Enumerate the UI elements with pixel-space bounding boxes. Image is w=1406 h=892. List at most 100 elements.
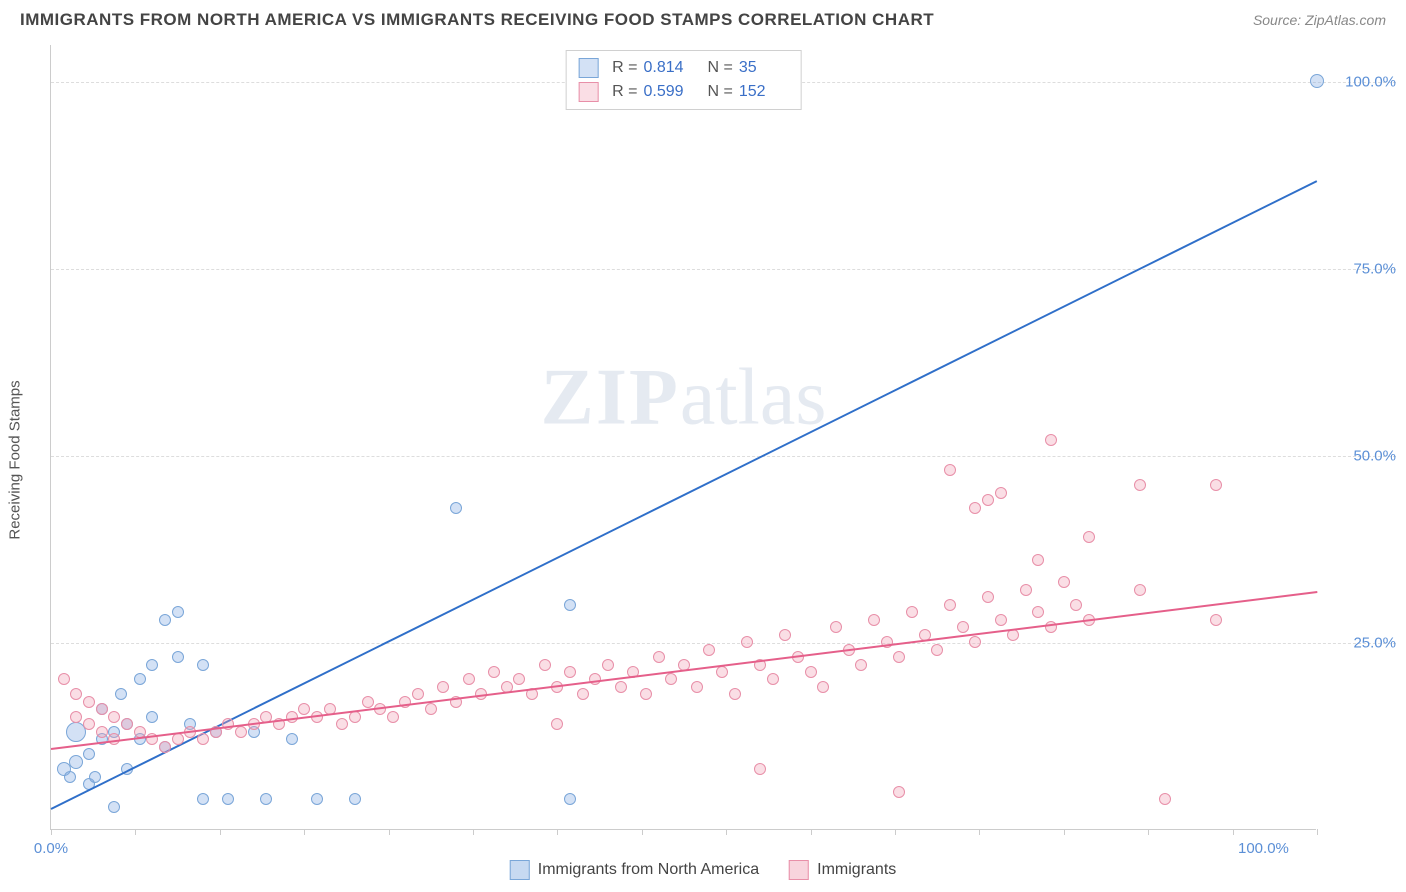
correlation-legend: R =0.814N =35R =0.599N =152 (565, 50, 802, 110)
data-point (437, 681, 449, 693)
data-point (260, 793, 272, 805)
data-point (602, 659, 614, 671)
legend-swatch (578, 82, 598, 102)
data-point (159, 614, 171, 626)
data-point (412, 688, 424, 700)
data-point (172, 606, 184, 618)
data-point (1032, 554, 1044, 566)
data-point (665, 673, 677, 685)
data-point (615, 681, 627, 693)
data-point (159, 741, 171, 753)
x-tick (220, 829, 221, 835)
x-tick (1233, 829, 1234, 835)
x-tick (1148, 829, 1149, 835)
data-point (1020, 584, 1032, 596)
data-point (362, 696, 374, 708)
data-point (1058, 576, 1070, 588)
legend-label: Immigrants from North America (538, 861, 759, 879)
data-point (741, 636, 753, 648)
x-tick (895, 829, 896, 835)
gridline (51, 269, 1396, 270)
legend-label: Immigrants (817, 861, 896, 879)
x-tick (979, 829, 980, 835)
data-point (995, 614, 1007, 626)
data-point (235, 726, 247, 738)
y-tick-label: 100.0% (1326, 74, 1396, 91)
x-tick (557, 829, 558, 835)
r-value: 0.599 (644, 80, 694, 104)
data-point (425, 703, 437, 715)
data-point (982, 591, 994, 603)
data-point (691, 681, 703, 693)
data-point (286, 733, 298, 745)
data-point (83, 696, 95, 708)
chart-title: IMMIGRANTS FROM NORTH AMERICA VS IMMIGRA… (20, 10, 934, 30)
gridline (51, 643, 1396, 644)
data-point (96, 703, 108, 715)
n-value: 152 (739, 80, 789, 104)
data-point (969, 502, 981, 514)
data-point (83, 748, 95, 760)
data-point (551, 718, 563, 730)
data-point (754, 763, 766, 775)
data-point (817, 681, 829, 693)
data-point (893, 651, 905, 663)
gridline (51, 456, 1396, 457)
chart-header: IMMIGRANTS FROM NORTH AMERICA VS IMMIGRA… (0, 0, 1406, 35)
regression-line (51, 180, 1318, 810)
data-point (564, 599, 576, 611)
data-point (1310, 74, 1324, 88)
regression-line (51, 591, 1317, 750)
data-point (311, 793, 323, 805)
r-label: R = (612, 80, 637, 104)
data-point (868, 614, 880, 626)
x-tick-label: 0.0% (34, 840, 68, 857)
data-point (58, 673, 70, 685)
legend-row: R =0.814N =35 (578, 56, 789, 80)
data-point (134, 673, 146, 685)
data-point (703, 644, 715, 656)
data-point (115, 688, 127, 700)
data-point (463, 673, 475, 685)
r-value: 0.814 (644, 56, 694, 80)
data-point (1210, 479, 1222, 491)
plot-area: ZIPatlas R =0.814N =35R =0.599N =152 25.… (50, 45, 1316, 830)
series-legend: Immigrants from North America Immigrants (510, 860, 897, 880)
data-point (513, 673, 525, 685)
y-axis-label: Receiving Food Stamps (7, 380, 24, 539)
x-tick (1317, 829, 1318, 835)
data-point (108, 711, 120, 723)
data-point (995, 487, 1007, 499)
watermark: ZIPatlas (541, 352, 827, 443)
data-point (197, 659, 209, 671)
data-point (70, 711, 82, 723)
data-point (89, 771, 101, 783)
x-tick (726, 829, 727, 835)
data-point (146, 711, 158, 723)
data-point (298, 703, 310, 715)
data-point (805, 666, 817, 678)
n-value: 35 (739, 56, 789, 80)
x-tick (389, 829, 390, 835)
data-point (121, 718, 133, 730)
data-point (336, 718, 348, 730)
data-point (779, 629, 791, 641)
data-point (69, 755, 83, 769)
data-point (716, 666, 728, 678)
data-point (855, 659, 867, 671)
data-point (96, 726, 108, 738)
r-label: R = (612, 56, 637, 80)
data-point (349, 793, 361, 805)
data-point (1159, 793, 1171, 805)
legend-item: Immigrants (789, 860, 896, 880)
x-tick (811, 829, 812, 835)
data-point (969, 636, 981, 648)
data-point (1210, 614, 1222, 626)
data-point (1083, 531, 1095, 543)
data-point (1134, 584, 1146, 596)
legend-swatch (578, 58, 598, 78)
data-point (64, 771, 76, 783)
data-point (1134, 479, 1146, 491)
legend-row: R =0.599N =152 (578, 80, 789, 104)
data-point (387, 711, 399, 723)
